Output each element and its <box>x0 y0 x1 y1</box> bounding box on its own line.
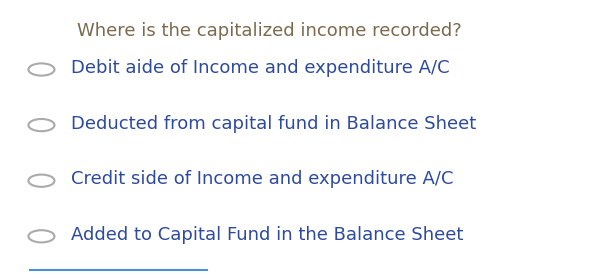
Text: Added to Capital Fund in the Balance Sheet: Added to Capital Fund in the Balance She… <box>71 226 464 244</box>
Text: Deducted from capital fund in Balance Sheet: Deducted from capital fund in Balance Sh… <box>71 115 476 133</box>
Text: Debit aide of Income and expenditure A/C: Debit aide of Income and expenditure A/C <box>71 59 449 77</box>
Text: Credit side of Income and expenditure A/C: Credit side of Income and expenditure A/… <box>71 170 454 188</box>
Text: Where is the capitalized income recorded?: Where is the capitalized income recorded… <box>77 22 462 40</box>
